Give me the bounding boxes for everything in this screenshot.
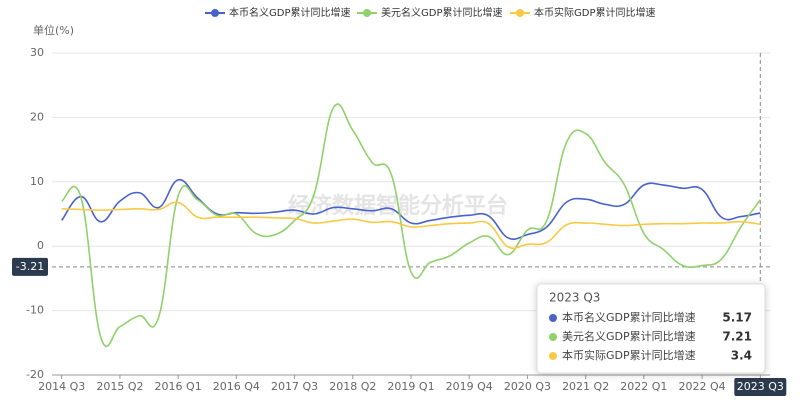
x-tick-label: 2015 Q2 xyxy=(96,380,143,393)
legend-icon xyxy=(363,9,371,17)
x-tick-label: 2019 Q1 xyxy=(387,380,434,393)
x-tick-label: 2021 Q2 xyxy=(562,380,609,393)
tooltip-value: 3.4 xyxy=(731,349,752,363)
y-tick-label: 0 xyxy=(37,239,44,252)
x-tick-label: 2014 Q3 xyxy=(38,380,85,393)
y-pointer-label-bg xyxy=(12,257,48,276)
y-tick-label: -20 xyxy=(26,368,44,381)
y-tick-label: 20 xyxy=(30,110,44,123)
x-tick-label: 2018 Q2 xyxy=(329,380,376,393)
legend-icon xyxy=(516,9,524,17)
y-tick-label: -10 xyxy=(26,304,44,317)
y-tick-label: 30 xyxy=(30,46,44,59)
legend-label: 美元名义GDP累计同比增速 xyxy=(381,6,502,19)
legend-label: 本币实际GDP累计同比增速 xyxy=(534,6,655,19)
tooltip-marker xyxy=(549,333,557,341)
x-pointer-label-bg xyxy=(734,378,787,396)
series-line xyxy=(61,103,761,348)
tooltip-name: 本币名义GDP累计同比增速 xyxy=(562,310,696,324)
tooltip-marker xyxy=(549,314,557,322)
legend-label: 本币名义GDP累计同比增速 xyxy=(229,6,350,19)
tooltip-marker xyxy=(549,352,557,360)
tooltip-box xyxy=(536,283,766,374)
x-pointer-label: 2023 Q3 xyxy=(737,380,784,393)
y-axis-label: 单位(%) xyxy=(33,23,74,37)
x-tick-label: 2019 Q4 xyxy=(446,380,493,393)
x-tick-label: 2016 Q1 xyxy=(155,380,202,393)
x-tick-label: 2017 Q3 xyxy=(271,380,318,393)
tooltip-title: 2023 Q3 xyxy=(549,291,600,305)
series-line xyxy=(61,201,761,250)
legend-icon xyxy=(211,9,219,17)
tooltip: 2023 Q3 本币名义GDP累计同比增速 5.17 美元名义GDP累计同比增速 7.2… xyxy=(536,283,766,374)
series-line xyxy=(61,179,761,241)
tooltip-value: 7.21 xyxy=(722,330,752,344)
x-tick-label: 2016 Q4 xyxy=(213,380,260,393)
tooltip-value: 5.17 xyxy=(722,311,752,325)
tooltip-name: 本币实际GDP累计同比增速 xyxy=(562,348,696,362)
y-pointer-label: -3.21 xyxy=(16,260,44,273)
x-tick-label: 2020 Q3 xyxy=(504,380,551,393)
y-tick-label: 10 xyxy=(30,175,44,188)
tooltip-name: 美元名义GDP累计同比增速 xyxy=(562,329,696,343)
x-tick-label: 2022 Q1 xyxy=(620,380,667,393)
x-tick-label: 2022 Q4 xyxy=(679,380,726,393)
